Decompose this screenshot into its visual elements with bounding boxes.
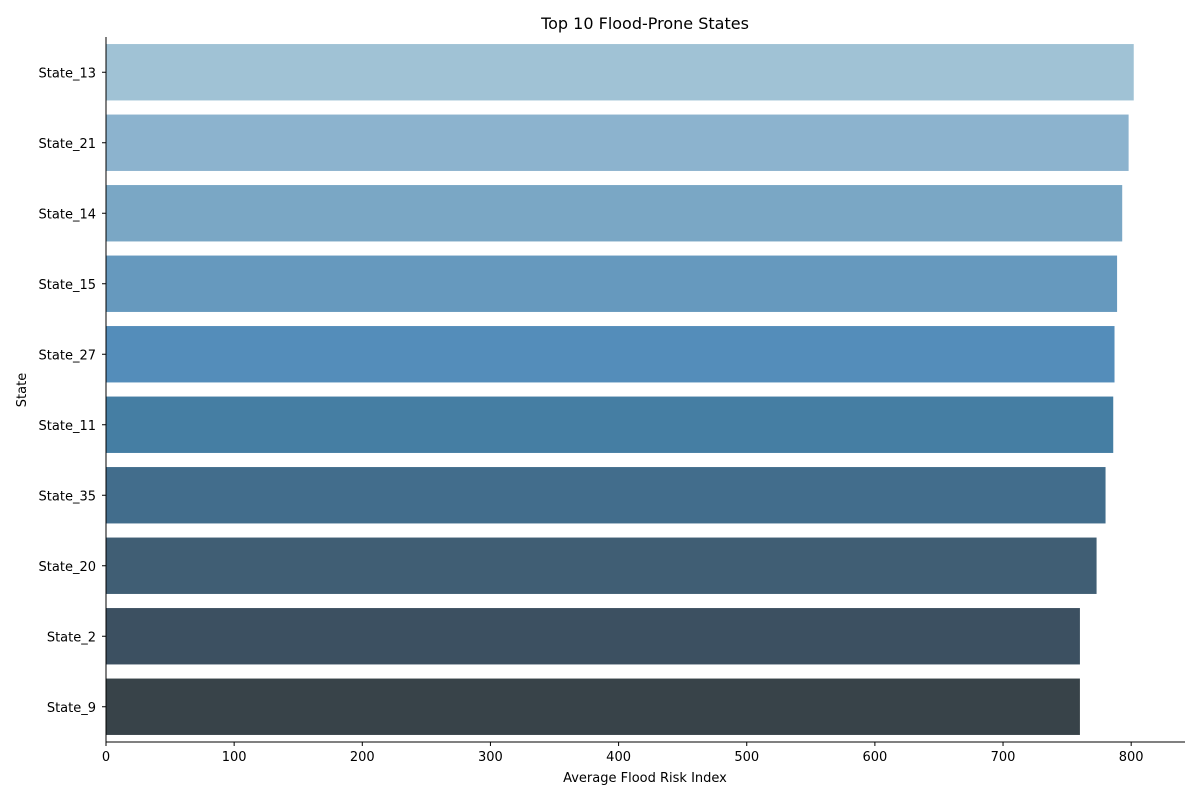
x-tick-label: 500: [734, 750, 759, 765]
y-tick-label: State_35: [39, 489, 96, 504]
bar-state-13: [106, 44, 1134, 101]
bar-state-20: [106, 537, 1097, 594]
y-axis-label: State: [15, 373, 30, 407]
bar-state-9: [106, 678, 1080, 735]
x-tick-label: 300: [478, 750, 503, 765]
y-tick-label: State_20: [39, 560, 96, 575]
bar-state-21: [106, 114, 1129, 171]
bar-state-11: [106, 396, 1114, 453]
x-tick-label: 400: [606, 750, 631, 765]
y-tick-label: State_9: [47, 701, 96, 716]
y-tick-label: State_2: [47, 630, 96, 645]
y-tick-label: State_15: [39, 278, 96, 293]
x-tick-label: 100: [222, 750, 247, 765]
y-axis-ticks: State_13 State_21 State_14 State_15 State_27…: [39, 66, 106, 716]
x-tick-label: 600: [862, 750, 887, 765]
bar-state-27: [106, 326, 1115, 383]
x-axis-ticks: 0 100 200 300 400 500 600 700 800: [102, 742, 1144, 765]
bars-group: [106, 44, 1134, 735]
y-tick-label: State_27: [39, 348, 96, 363]
bar-state-14: [106, 185, 1123, 242]
bar-state-35: [106, 467, 1106, 524]
y-tick-label: State_13: [39, 66, 96, 81]
bar-state-2: [106, 608, 1080, 665]
x-tick-label: 700: [991, 750, 1016, 765]
x-tick-label: 200: [350, 750, 375, 765]
y-tick-label: State_21: [39, 137, 96, 152]
x-axis-label: Average Flood Risk Index: [563, 771, 727, 786]
x-tick-label: 0: [102, 750, 110, 765]
x-tick-label: 800: [1119, 750, 1144, 765]
y-tick-label: State_11: [39, 419, 96, 434]
y-tick-label: State_14: [39, 207, 96, 222]
chart-title: Top 10 Flood-Prone States: [540, 14, 749, 33]
bar-state-15: [106, 255, 1118, 312]
